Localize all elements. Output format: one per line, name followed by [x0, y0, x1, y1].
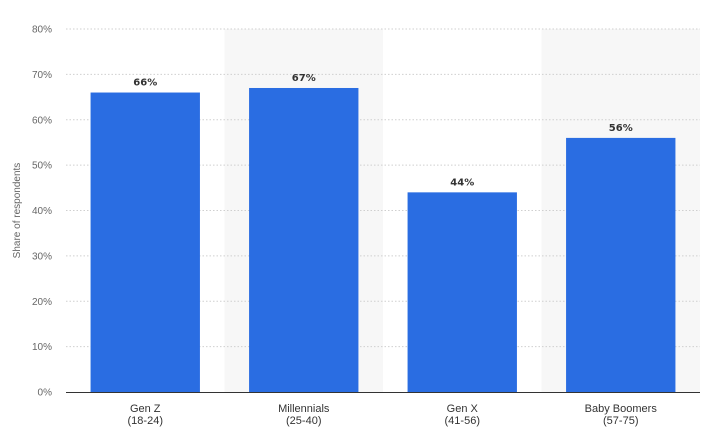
category-label: Gen Z	[130, 403, 161, 415]
bar-0	[91, 93, 200, 392]
y-axis-title: Share of respondents	[12, 163, 23, 259]
y-tick-label: 60%	[32, 115, 52, 126]
y-tick-label: 20%	[32, 297, 52, 308]
bar-1	[249, 88, 358, 392]
y-tick-label: 10%	[32, 342, 52, 353]
value-label: 44%	[450, 177, 474, 188]
value-label: 67%	[292, 73, 316, 84]
y-tick-label: 70%	[32, 70, 52, 81]
category-range-label: (57-75)	[603, 415, 638, 427]
y-tick-label: 0%	[38, 388, 53, 399]
y-tick-label: 50%	[32, 161, 52, 172]
category-range-label: (18-24)	[128, 415, 163, 427]
category-label: Millennials	[278, 403, 330, 415]
value-label: 56%	[609, 123, 633, 134]
category-label: Gen X	[447, 403, 479, 415]
bar-2	[408, 192, 517, 392]
bar-3	[566, 138, 675, 392]
value-label: 66%	[133, 78, 157, 89]
category-label: Baby Boomers	[585, 403, 658, 415]
y-tick-label: 80%	[32, 25, 52, 36]
category-range-label: (41-56)	[445, 415, 480, 427]
y-tick-label: 30%	[32, 251, 52, 262]
x-axis-labels: Gen Z(18-24) Millennials(25-40) Gen X(41-5…	[128, 403, 658, 427]
y-axis-ticks: 0% 10% 20% 30% 40% 50% 60% 70% 80%	[32, 25, 52, 399]
y-tick-label: 40%	[32, 206, 52, 217]
category-range-label: (25-40)	[286, 415, 321, 427]
